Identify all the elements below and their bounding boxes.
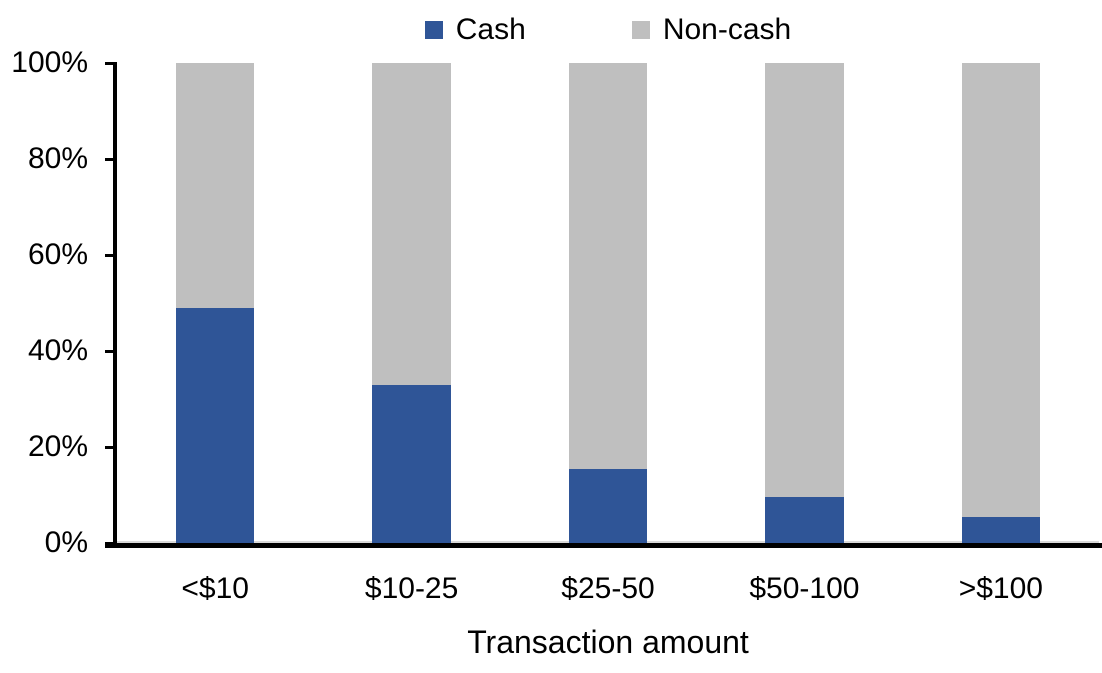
y-tick-80: [105, 157, 117, 161]
y-tick-60: [105, 253, 117, 257]
bar-segment-non-cash-25-50: [568, 63, 648, 469]
y-tick-100: [105, 61, 117, 65]
y-axis-line: [113, 63, 117, 548]
bar-segment-non-cash-10-25: [372, 63, 451, 385]
x-axis-line: [105, 543, 1102, 548]
bar-column-100: [903, 63, 1099, 543]
legend-label: Non-cash: [662, 13, 792, 46]
bar-segment-non-cash-100: [961, 63, 1041, 517]
y-tick-label-60: 60%: [27, 238, 88, 271]
y-tick-label-80: 80%: [27, 142, 88, 175]
y-tick-40: [105, 349, 117, 353]
bar-column-50-100: [706, 63, 902, 543]
y-tick-label-100: 100%: [11, 46, 88, 79]
plot-area: [117, 63, 1099, 543]
x-label-25-50: $25-50: [561, 572, 655, 605]
x-label-10-25: $10-25: [364, 572, 459, 605]
bar-segment-cash-100: [961, 516, 1041, 543]
legend: Cash Non-cash: [117, 12, 1099, 48]
legend-item-non-cash: Non-cash: [631, 12, 792, 48]
cash-legend-swatch-icon: [424, 21, 443, 39]
bar-column-25-50: [510, 63, 706, 543]
y-tick-label-40: 40%: [27, 334, 88, 367]
bar-segment-non-cash-10: [175, 63, 255, 308]
y-tick-20: [105, 445, 117, 449]
bar-segment-cash-10: [175, 307, 255, 543]
x-label-10: <$10: [181, 572, 249, 605]
stacked-bar-25-50: [568, 63, 648, 543]
non-cash-legend-swatch-icon: [631, 21, 650, 39]
x-label-100: >$100: [958, 572, 1043, 605]
legend-label: Cash: [455, 13, 526, 46]
stacked-bar-100: [961, 63, 1041, 543]
y-tick-label-0: 0%: [44, 526, 88, 559]
y-tick-label-20: 20%: [27, 430, 88, 463]
x-label-50-100: $50-100: [749, 572, 860, 605]
bar-column-10: [117, 63, 313, 543]
stacked-bar-10-25: [372, 63, 451, 543]
stacked-bar-50-100: [765, 63, 844, 543]
bar-segment-non-cash-50-100: [765, 63, 844, 498]
bar-column-10-25: [313, 63, 509, 543]
bar-segment-cash-25-50: [568, 468, 648, 543]
stacked-bar-10: [175, 63, 255, 543]
legend-item-cash: Cash: [424, 12, 526, 48]
x-axis-labels: <$10 $10-25 $25-50 $50-100 >$100: [117, 571, 1099, 607]
x-axis-title: Transaction amount: [467, 624, 749, 660]
bar-segment-cash-50-100: [765, 497, 844, 543]
bar-segment-cash-10-25: [372, 384, 451, 543]
y-tick-0: [105, 541, 117, 545]
